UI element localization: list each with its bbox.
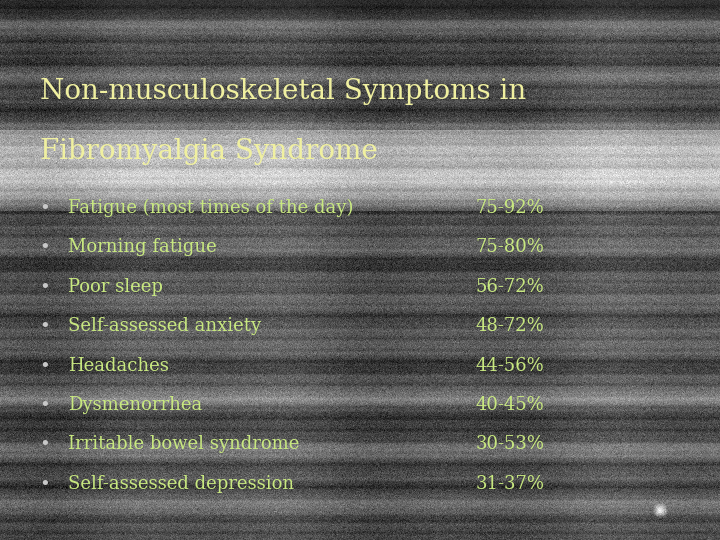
Text: 31-37%: 31-37%	[475, 475, 544, 493]
Text: •: •	[40, 238, 50, 256]
Text: 75-92%: 75-92%	[475, 199, 544, 217]
Text: Self-assessed anxiety: Self-assessed anxiety	[68, 317, 261, 335]
Text: Fatigue (most times of the day): Fatigue (most times of the day)	[68, 199, 354, 217]
Text: 40-45%: 40-45%	[475, 396, 544, 414]
Text: •: •	[40, 199, 50, 217]
Text: Self-assessed depression: Self-assessed depression	[68, 475, 294, 493]
Text: 48-72%: 48-72%	[475, 317, 544, 335]
Text: •: •	[40, 317, 50, 335]
Text: •: •	[40, 435, 50, 454]
Text: Irritable bowel syndrome: Irritable bowel syndrome	[68, 435, 300, 454]
Text: 44-56%: 44-56%	[475, 356, 544, 375]
Text: Dysmenorrhea: Dysmenorrhea	[68, 396, 202, 414]
Text: Morning fatigue: Morning fatigue	[68, 238, 217, 256]
Text: •: •	[40, 356, 50, 375]
Text: 56-72%: 56-72%	[475, 278, 544, 296]
Text: •: •	[40, 396, 50, 414]
Text: 30-53%: 30-53%	[475, 435, 544, 454]
Text: Poor sleep: Poor sleep	[68, 278, 163, 296]
Text: 75-80%: 75-80%	[475, 238, 544, 256]
Text: •: •	[40, 278, 50, 296]
Text: •: •	[40, 475, 50, 493]
Text: Non-musculoskeletal Symptoms in: Non-musculoskeletal Symptoms in	[40, 78, 526, 105]
Text: Headaches: Headaches	[68, 356, 169, 375]
Text: Fibromyalgia Syndrome: Fibromyalgia Syndrome	[40, 138, 377, 165]
